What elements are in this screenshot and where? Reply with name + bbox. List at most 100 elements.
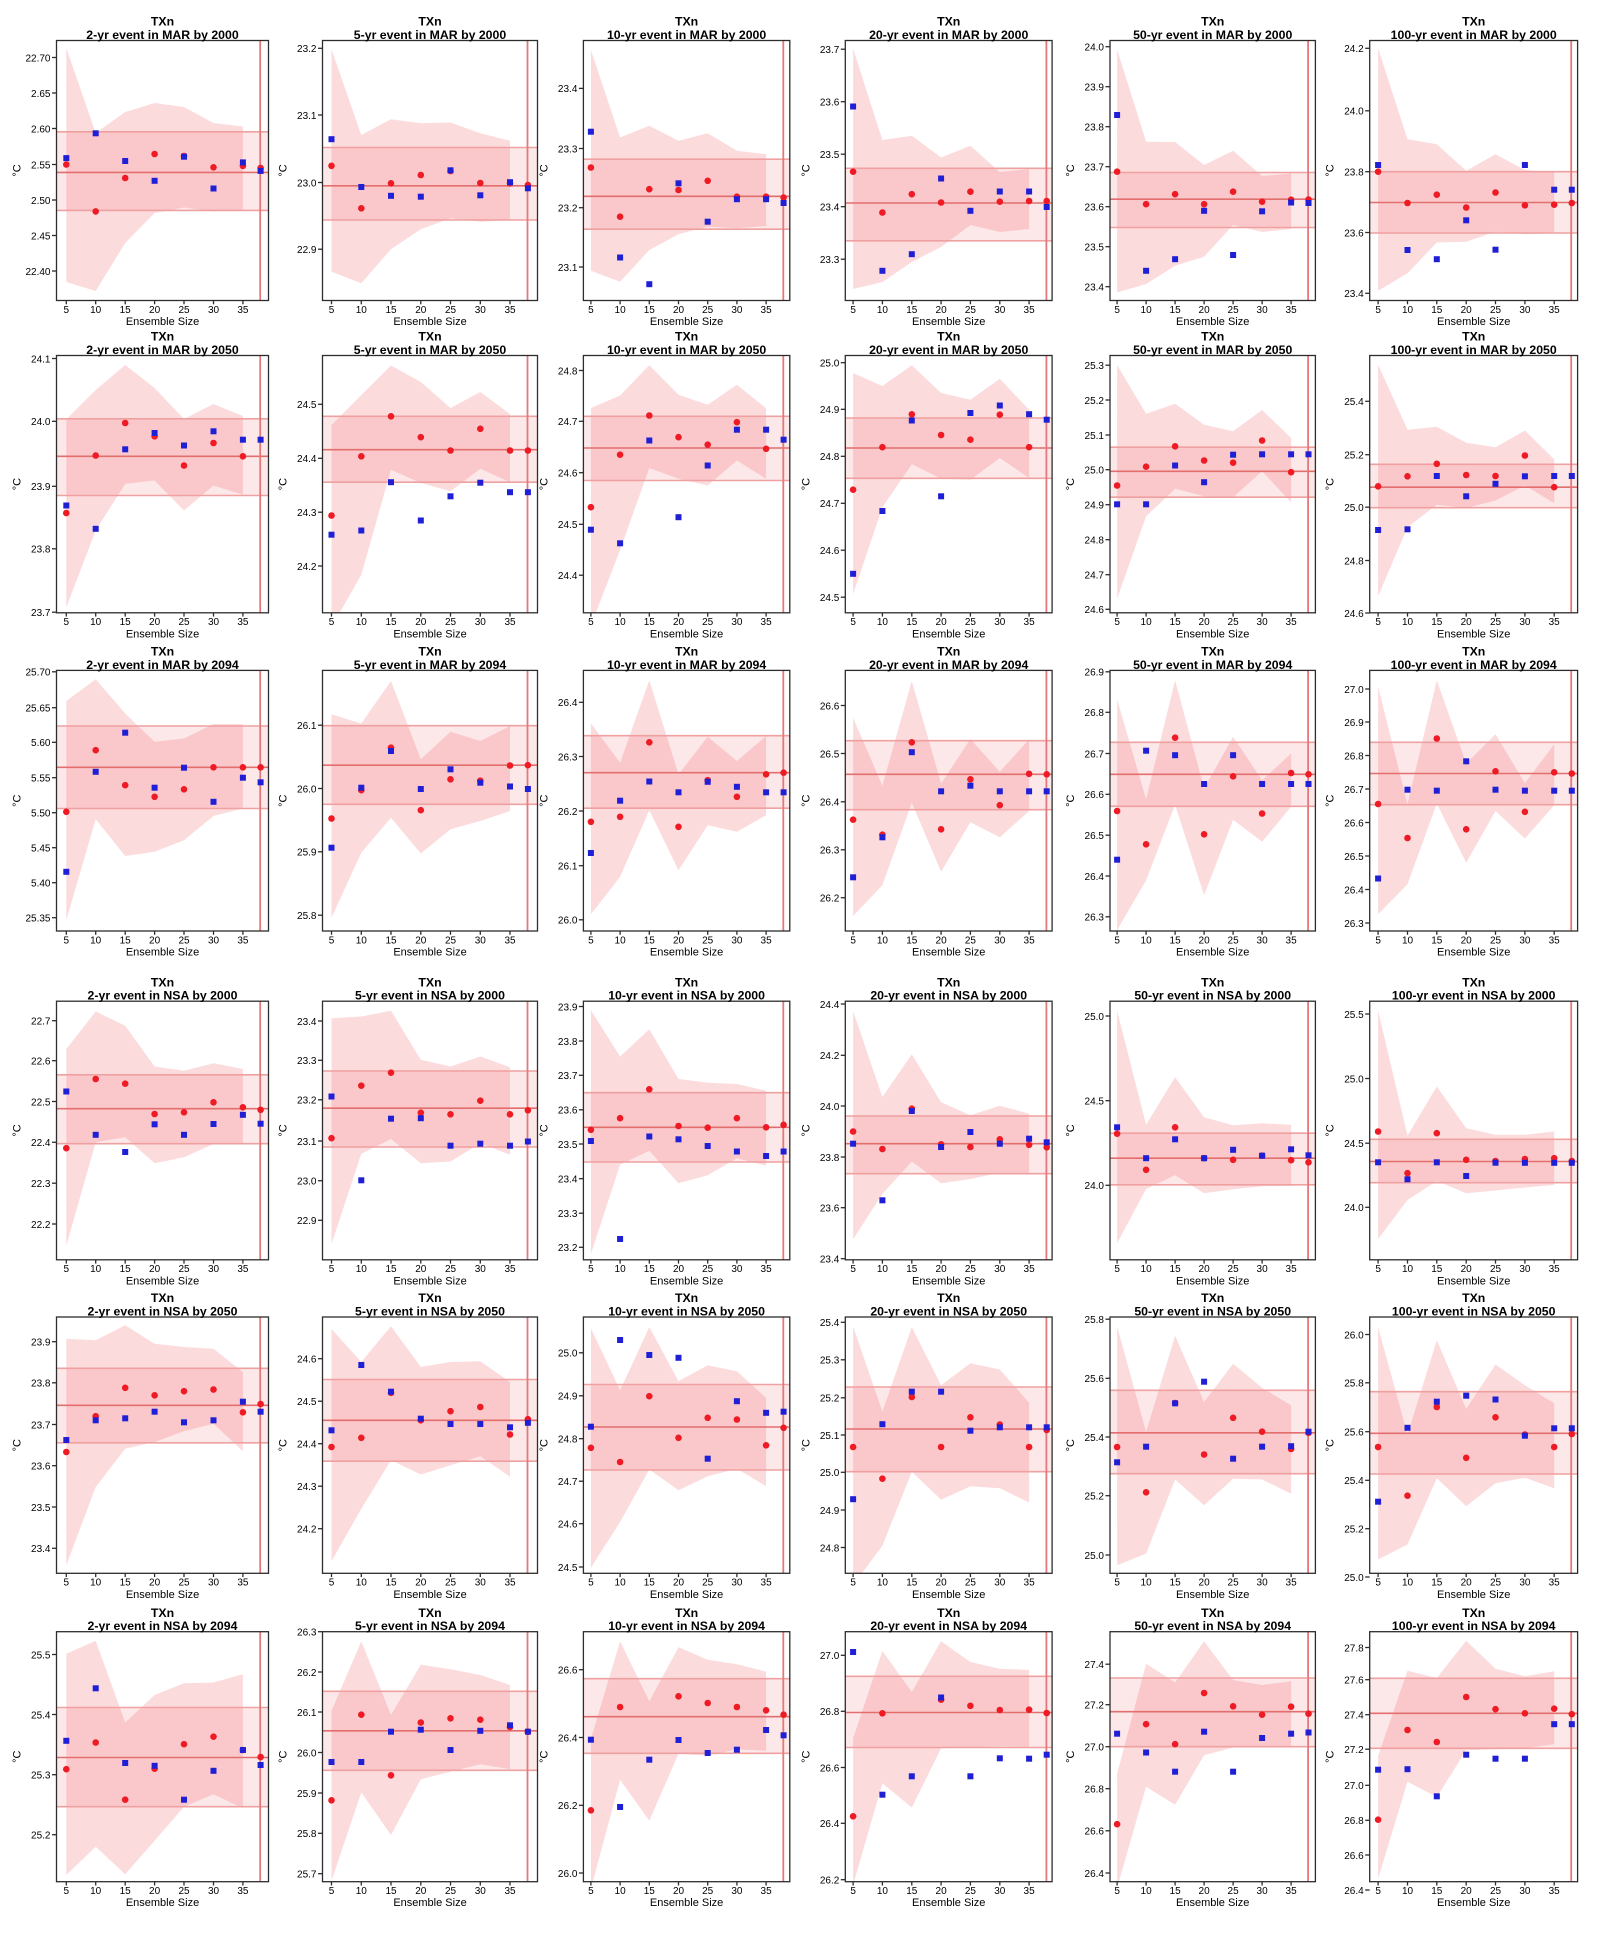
svg-text:5-yr event in NSA by 2000: 5-yr event in NSA by 2000 [355,989,505,1003]
svg-text:25: 25 [178,305,190,316]
svg-text:24.0: 24.0 [1344,1203,1364,1214]
svg-text:2.45: 2.45 [31,231,51,242]
svg-text:25: 25 [1490,935,1502,946]
svg-text:26.4: 26.4 [558,1733,578,1744]
svg-text:2-yr event in MAR by 2050: 2-yr event in MAR by 2050 [86,343,239,357]
svg-text:24.8: 24.8 [820,452,840,463]
svg-text:20: 20 [1461,1578,1473,1589]
svg-text:100-yr event in NSA by 2050: 100-yr event in NSA by 2050 [1392,1305,1556,1319]
svg-text:TXn: TXn [1201,1291,1224,1305]
svg-text:15: 15 [1170,617,1182,628]
svg-text:100-yr event in NSA by 2000: 100-yr event in NSA by 2000 [1392,989,1556,1003]
svg-text:15: 15 [1431,1264,1443,1275]
svg-text:10: 10 [615,935,627,946]
svg-text:24.0: 24.0 [31,417,51,428]
svg-text:25.1: 25.1 [820,1431,840,1442]
svg-text:35: 35 [237,1886,249,1897]
svg-text:35: 35 [1024,1578,1036,1589]
svg-text:Ensemble Size: Ensemble Size [126,1589,199,1601]
svg-text:24.6: 24.6 [558,1520,578,1531]
svg-text:2-yr event in NSA by 2000: 2-yr event in NSA by 2000 [88,989,238,1003]
svg-text:35: 35 [1286,935,1298,946]
svg-text:25.0: 25.0 [1344,503,1364,514]
svg-text:10: 10 [1141,1886,1153,1897]
svg-text:15: 15 [1170,1578,1182,1589]
svg-text:23.6: 23.6 [820,98,840,109]
svg-text:Ensemble Size: Ensemble Size [393,1589,466,1601]
svg-text:TXn: TXn [937,645,960,659]
svg-text:20: 20 [149,935,161,946]
svg-text:TXn: TXn [1201,330,1224,344]
svg-text:23.8: 23.8 [1085,123,1105,134]
svg-text:5: 5 [64,305,70,316]
svg-text:25: 25 [965,617,977,628]
svg-text:Ensemble Size: Ensemble Size [650,1589,723,1601]
svg-text:10: 10 [1141,1578,1153,1589]
svg-text:26.1: 26.1 [297,1708,317,1719]
svg-text:10-yr event in NSA by 2050: 10-yr event in NSA by 2050 [608,1305,765,1319]
svg-text:°C: °C [1065,478,1077,490]
svg-text:25.2: 25.2 [1085,396,1105,407]
svg-text:35: 35 [1549,1886,1561,1897]
svg-text:°C: °C [800,794,812,806]
svg-text:24.6: 24.6 [1085,605,1105,616]
svg-text:Ensemble Size: Ensemble Size [650,1897,723,1909]
svg-text:TXn: TXn [418,330,441,344]
svg-text:20: 20 [936,617,948,628]
svg-text:20-yr event in MAR by 2000: 20-yr event in MAR by 2000 [869,28,1028,42]
svg-text:26.3: 26.3 [1085,913,1105,924]
svg-text:25: 25 [965,935,977,946]
svg-text:25: 25 [1228,1578,1240,1589]
svg-text:26.5: 26.5 [1085,831,1105,842]
svg-text:22.40: 22.40 [25,267,50,278]
svg-text:30: 30 [731,617,743,628]
svg-text:15: 15 [1431,305,1443,316]
svg-text:°C: °C [800,478,812,490]
svg-text:°C: °C [538,164,550,176]
svg-text:50-yr event in NSA by 2000: 50-yr event in NSA by 2000 [1134,989,1291,1003]
svg-text:30: 30 [731,935,743,946]
svg-text:24.0: 24.0 [1085,43,1105,54]
svg-text:15: 15 [644,1578,656,1589]
svg-text:20: 20 [415,1886,427,1897]
svg-text:35: 35 [761,1264,773,1275]
svg-text:20: 20 [1199,1264,1211,1275]
svg-text:5: 5 [329,935,335,946]
svg-text:2.65: 2.65 [31,89,51,100]
svg-text:15: 15 [385,617,397,628]
svg-text:20: 20 [1199,305,1211,316]
svg-text:25.0: 25.0 [1085,1551,1105,1562]
svg-text:35: 35 [1024,617,1036,628]
svg-text:30: 30 [475,1264,487,1275]
svg-text:26.4: 26.4 [1085,1869,1105,1880]
svg-text:20: 20 [1461,1886,1473,1897]
svg-text:10: 10 [90,935,102,946]
svg-text:50-yr event in NSA by 2094: 50-yr event in NSA by 2094 [1134,1619,1291,1633]
svg-text:30: 30 [475,1578,487,1589]
svg-text:25.0: 25.0 [1344,1074,1364,1085]
svg-text:23.7: 23.7 [558,1071,578,1082]
svg-text:30: 30 [1519,935,1531,946]
svg-text:Ensemble Size: Ensemble Size [1437,628,1510,640]
svg-text:23.4: 23.4 [558,84,578,95]
svg-text:5: 5 [64,935,70,946]
svg-text:26.2: 26.2 [820,1876,840,1887]
svg-text:25: 25 [965,305,977,316]
svg-text:°C: °C [278,1124,290,1136]
svg-text:35: 35 [1024,305,1036,316]
svg-text:23.3: 23.3 [558,144,578,155]
svg-text:30: 30 [731,305,743,316]
svg-text:TXn: TXn [418,1291,441,1305]
svg-text:TXn: TXn [1201,975,1224,989]
svg-text:30: 30 [208,1578,220,1589]
svg-text:Ensemble Size: Ensemble Size [393,1897,466,1909]
svg-text:30: 30 [994,617,1006,628]
svg-text:°C: °C [538,478,550,490]
svg-text:25.1: 25.1 [1085,431,1105,442]
svg-text:25.2: 25.2 [1085,1492,1105,1503]
svg-text:30: 30 [1519,1264,1531,1275]
svg-text:TXn: TXn [418,1606,441,1620]
svg-text:24.4: 24.4 [297,1440,317,1451]
svg-text:25: 25 [1228,617,1240,628]
svg-text:TXn: TXn [151,975,174,989]
